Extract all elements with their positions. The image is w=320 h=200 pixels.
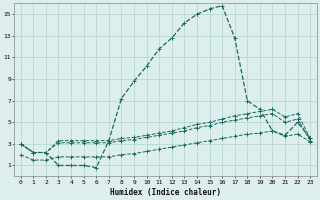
X-axis label: Humidex (Indice chaleur): Humidex (Indice chaleur) xyxy=(110,188,221,197)
